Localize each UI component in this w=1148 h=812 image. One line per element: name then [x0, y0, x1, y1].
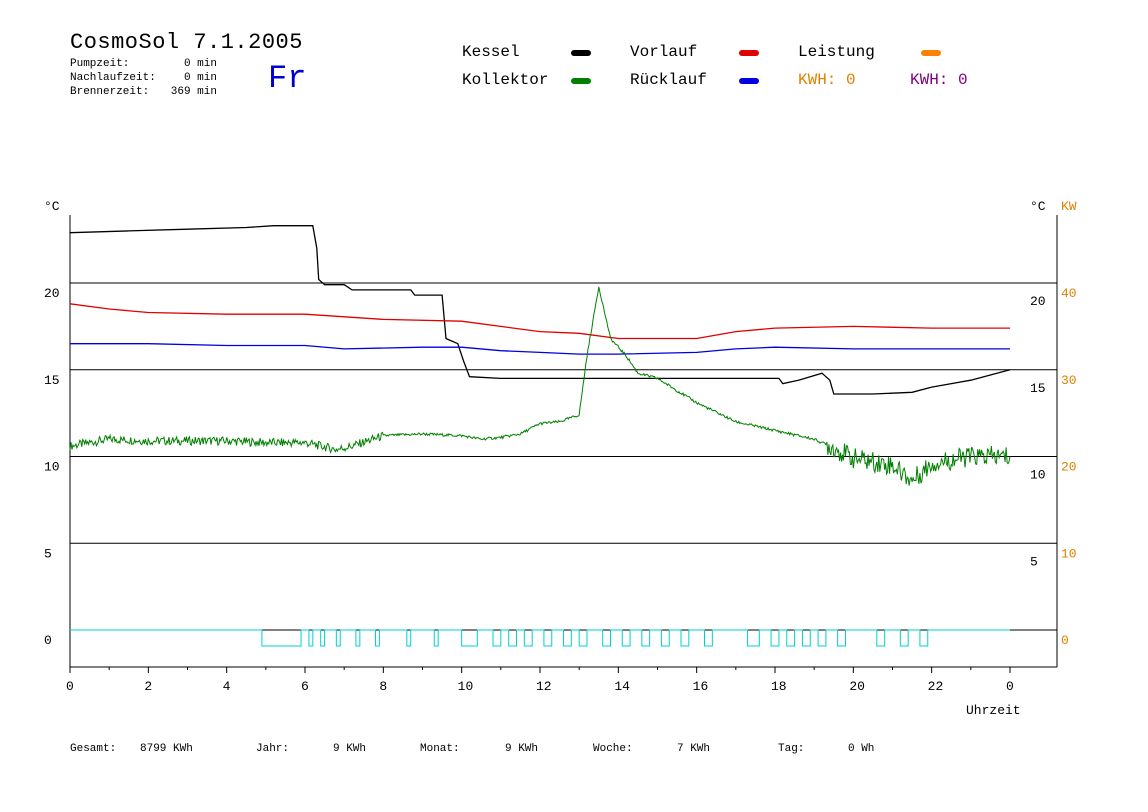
- y-tick-label-right-kw: 10: [1061, 546, 1077, 561]
- legend-kollektor-swatch: [571, 78, 591, 84]
- x-tick-label: 16: [693, 679, 709, 694]
- footer-jahr-label: Jahr:: [256, 743, 290, 755]
- footer-jahr-value: 9 KWh: [333, 743, 367, 755]
- pumpzeit-label: Pumpzeit:: [70, 58, 130, 70]
- footer-monat-label: Monat:: [420, 743, 460, 755]
- y-axis-unit-left: °C: [44, 199, 60, 214]
- x-tick-label: 12: [536, 679, 552, 694]
- y-tick-label-left: 10: [44, 460, 60, 475]
- legend-kwh-orange: KWH: 0: [798, 71, 856, 89]
- footer-woche-value: 7 KWh: [677, 743, 711, 755]
- brennerzeit-value: 369 min: [170, 86, 217, 98]
- legend-kollektor-label: Kollektor: [462, 71, 549, 89]
- y-tick-label-right-kw: 0: [1061, 633, 1069, 648]
- legend-kessel-swatch: [571, 50, 591, 56]
- x-tick-label: 4: [223, 679, 231, 694]
- y-tick-label-right-c: 15: [1030, 381, 1046, 396]
- x-tick-label: 6: [301, 679, 309, 694]
- nachlaufzeit-label: Nachlaufzeit:: [70, 72, 156, 84]
- y-tick-label-right-kw: 40: [1061, 286, 1077, 301]
- series-line-vorlauf: [69, 303, 1010, 340]
- y-tick-label-left: 0: [44, 633, 52, 648]
- y-tick-label-right-c: 20: [1030, 294, 1046, 309]
- x-tick-label: 0: [1006, 679, 1014, 694]
- y-tick-label-right-c: 5: [1030, 554, 1038, 569]
- legend-vorlauf-label: Vorlauf: [630, 43, 698, 61]
- x-tick-label: 10: [458, 679, 474, 694]
- x-tick-label: 22: [928, 679, 944, 694]
- pump-signal-line: [70, 629, 1010, 647]
- legend-leistung-swatch: [921, 50, 941, 56]
- footer-gesamt-value: 8799 KWh: [140, 743, 193, 755]
- chart-title: CosmoSol 7.1.2005: [70, 30, 303, 55]
- y-axis-unit-right-c: °C: [1030, 199, 1046, 214]
- y-tick-label-left: 15: [44, 373, 60, 388]
- y-tick-label-right-kw: 30: [1061, 373, 1077, 388]
- nachlaufzeit-value: 0 min: [183, 72, 217, 84]
- series-line-kessel: [69, 225, 1011, 395]
- footer-gesamt-label: Gesamt:: [70, 743, 117, 755]
- footer-monat-value: 9 KWh: [505, 743, 539, 755]
- legend-kwh-purple: KWH: 0: [910, 71, 968, 89]
- y-tick-label-left: 5: [44, 546, 52, 561]
- brennerzeit-label: Brennerzeit:: [70, 86, 150, 98]
- x-tick-label: 2: [144, 679, 152, 694]
- footer-woche-label: Woche:: [593, 743, 633, 755]
- footer-tag-value: 0 Wh: [848, 743, 875, 755]
- x-axis-label: Uhrzeit: [966, 703, 1021, 718]
- series-line-rcklauf: [70, 343, 1010, 355]
- y-tick-label-left: 20: [44, 286, 60, 301]
- x-tick-label: 14: [614, 679, 630, 694]
- x-tick-label: 20: [849, 679, 865, 694]
- y-axis-unit-right-kw: KW: [1061, 199, 1077, 214]
- x-tick-label: 18: [771, 679, 787, 694]
- x-tick-label: 0: [66, 679, 74, 694]
- x-tick-label: 8: [379, 679, 387, 694]
- y-tick-label-right-kw: 20: [1061, 460, 1077, 475]
- series-line-kollektor: [69, 286, 1011, 486]
- legend-ruecklauf-swatch: [739, 78, 759, 84]
- weekday-label: Fr: [268, 60, 307, 97]
- y-tick-label-right-c: 10: [1030, 468, 1046, 483]
- pumpzeit-value: 0 min: [183, 58, 217, 70]
- legend-kessel-label: Kessel: [462, 43, 520, 61]
- legend-leistung-label: Leistung: [798, 43, 875, 61]
- legend-ruecklauf-label: Rücklauf: [630, 71, 707, 89]
- legend-vorlauf-swatch: [739, 50, 759, 56]
- footer-tag-label: Tag:: [778, 743, 805, 755]
